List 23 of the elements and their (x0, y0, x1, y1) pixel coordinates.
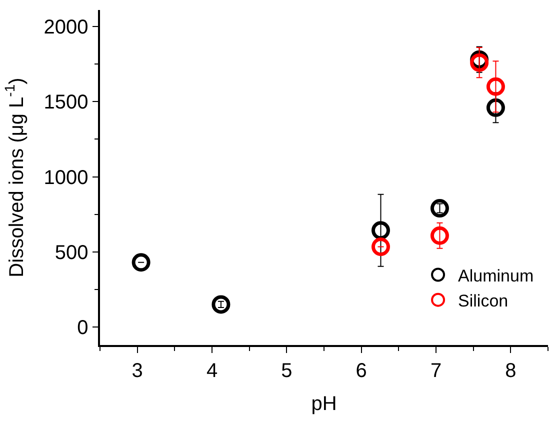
legend-label: Silicon (458, 291, 508, 310)
point (372, 238, 390, 256)
x-tick-label: 5 (281, 360, 292, 382)
y-tick-label: 2000 (44, 16, 88, 39)
point (486, 77, 505, 96)
y-tick-label: 500 (54, 242, 88, 264)
x-tick-label: 4 (206, 360, 218, 382)
x-tick-label: 6 (356, 360, 367, 382)
point (212, 295, 230, 314)
legend-label: Aluminum (458, 266, 534, 286)
point (430, 199, 449, 218)
y-tick-label: 0 (77, 316, 88, 339)
y-tick-label: 1500 (44, 92, 88, 114)
point (470, 53, 489, 72)
x-axis-title: pH (311, 392, 337, 415)
point (132, 253, 150, 272)
y-tick-label: 1000 (44, 166, 88, 189)
point (430, 226, 449, 245)
point (372, 221, 390, 240)
x-tick-label: 7 (430, 360, 442, 382)
x-tick-label: 3 (132, 360, 143, 382)
point (486, 98, 505, 117)
x-tick-label: 8 (505, 360, 516, 382)
